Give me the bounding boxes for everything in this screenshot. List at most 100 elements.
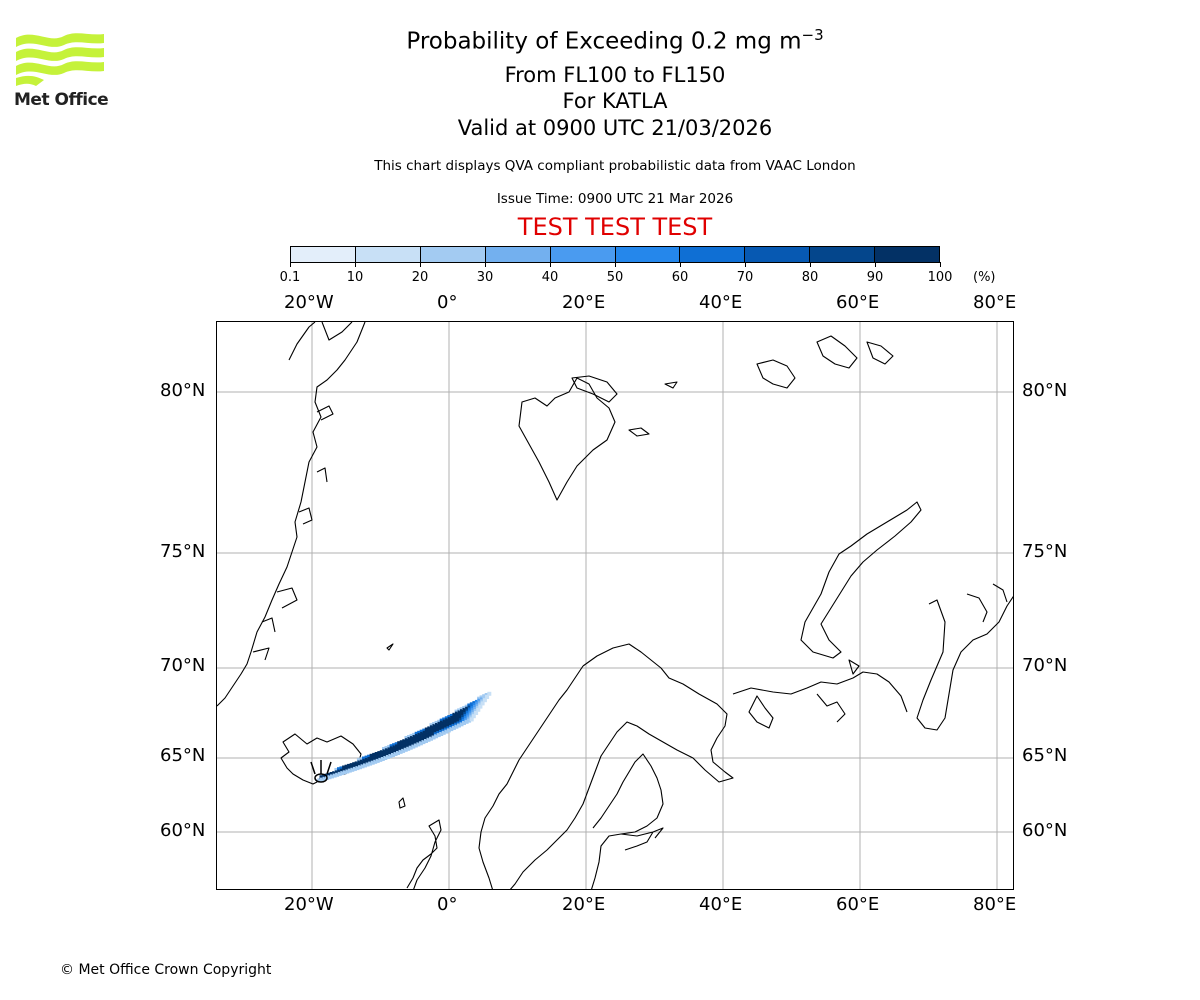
plume-cell xyxy=(474,711,479,715)
lat-label-right-80n: 80°N xyxy=(1022,380,1068,401)
kong-karls-land xyxy=(628,427,650,437)
plume-cell xyxy=(424,727,429,732)
plume-cell xyxy=(322,774,327,779)
plume-cell xyxy=(478,702,483,707)
svalbard xyxy=(518,377,616,501)
plume-cell xyxy=(349,763,354,768)
plume-cell xyxy=(422,732,427,737)
plume-cell xyxy=(412,735,417,739)
plume-cell xyxy=(344,767,349,772)
plume-cell xyxy=(380,757,385,761)
plume-cell xyxy=(367,757,372,761)
plume-cell xyxy=(427,726,432,731)
lon-label-bottom-40e: 40°E xyxy=(699,894,743,915)
plume-cell xyxy=(401,748,406,753)
plume-cell xyxy=(384,748,389,753)
plume-cell xyxy=(364,755,369,760)
plume-cell xyxy=(444,729,449,734)
plume-cell xyxy=(347,768,352,773)
coastlines xyxy=(217,322,1013,889)
valid-time: Valid at 0900 UTC 21/03/2026 xyxy=(457,116,773,140)
colorbar-segment xyxy=(810,247,876,262)
plume-cell xyxy=(380,754,385,759)
colorbar-segment xyxy=(485,247,551,262)
kvitoya xyxy=(664,381,678,389)
lon-label-top-20w: 20°W xyxy=(284,292,334,313)
plume-cell xyxy=(375,756,380,761)
plume-cell xyxy=(409,733,414,738)
colorbar-tick xyxy=(290,262,291,267)
plume-cell xyxy=(417,730,422,735)
plume-cell xyxy=(405,740,410,745)
kanin xyxy=(816,693,846,723)
colorbar-tick-label: 90 xyxy=(866,270,884,285)
plume-cell xyxy=(441,730,446,735)
plume-cell xyxy=(337,771,342,776)
plume-cell xyxy=(439,732,444,736)
plume-cell xyxy=(332,771,337,776)
plume-cell xyxy=(390,750,395,755)
plume-cell xyxy=(402,739,407,744)
plume-cell xyxy=(418,737,423,742)
plume-cell xyxy=(410,738,415,743)
plume-cell xyxy=(431,735,436,740)
plume-cell xyxy=(398,747,403,752)
plume-cell xyxy=(447,715,452,720)
volcano-marker xyxy=(310,760,332,783)
plume-cell xyxy=(347,763,352,768)
graticule xyxy=(217,322,1013,889)
colorbar-tick xyxy=(745,262,746,267)
plume-cell xyxy=(466,716,471,721)
plume-cell xyxy=(334,770,339,775)
plume-cell xyxy=(342,767,347,772)
plume-cell xyxy=(362,758,367,763)
plume-cell xyxy=(436,731,441,736)
plume-cell xyxy=(364,757,369,762)
plume-cell xyxy=(389,746,394,751)
map-frame xyxy=(216,321,1014,890)
plume-cell xyxy=(413,739,418,744)
colorbar-segment xyxy=(291,247,356,262)
plume-cell xyxy=(340,771,345,776)
plume-cell xyxy=(352,762,357,767)
colorbar-segment xyxy=(420,247,486,262)
subtitle: This chart displays QVA compliant probab… xyxy=(374,158,856,174)
plume-cell xyxy=(385,750,390,755)
plume-cell xyxy=(355,766,360,771)
colorbar-tick xyxy=(420,262,421,267)
plume-cell xyxy=(387,749,392,754)
plume-cell xyxy=(372,752,377,757)
plume-cell xyxy=(443,725,448,730)
plume-cell xyxy=(372,755,377,760)
colorbar-tick xyxy=(680,262,681,267)
plume-cell xyxy=(422,728,427,733)
colorbar-tick-label: 60 xyxy=(671,270,689,285)
faroe-islands xyxy=(398,797,406,809)
plume-cell xyxy=(457,723,461,728)
plume-cell xyxy=(438,729,443,734)
plume-cell xyxy=(365,762,370,767)
plume-cell xyxy=(434,734,439,739)
plume-cell xyxy=(389,744,394,749)
plume-cell xyxy=(352,764,357,769)
plume-cell xyxy=(350,765,354,770)
plume-cell xyxy=(428,730,432,735)
colorbar-segment xyxy=(680,247,746,262)
plume-cell xyxy=(449,713,454,718)
plume-cell xyxy=(382,749,387,754)
plume-cell xyxy=(395,748,400,753)
plume-cell xyxy=(467,718,472,723)
plume-cell xyxy=(437,721,442,726)
plume-cell xyxy=(407,737,412,742)
plume-cell xyxy=(322,776,327,781)
lat-label-right-65n: 65°N xyxy=(1022,745,1068,766)
plume-cell xyxy=(441,726,446,731)
plume-cell xyxy=(455,713,460,718)
plume-cell xyxy=(337,769,342,774)
plume-cell xyxy=(421,738,426,743)
plume-cell xyxy=(445,720,450,725)
plume-cell xyxy=(339,766,344,771)
plume-cell xyxy=(327,775,332,780)
plume-cell xyxy=(432,724,437,729)
plume-cell xyxy=(413,741,418,746)
